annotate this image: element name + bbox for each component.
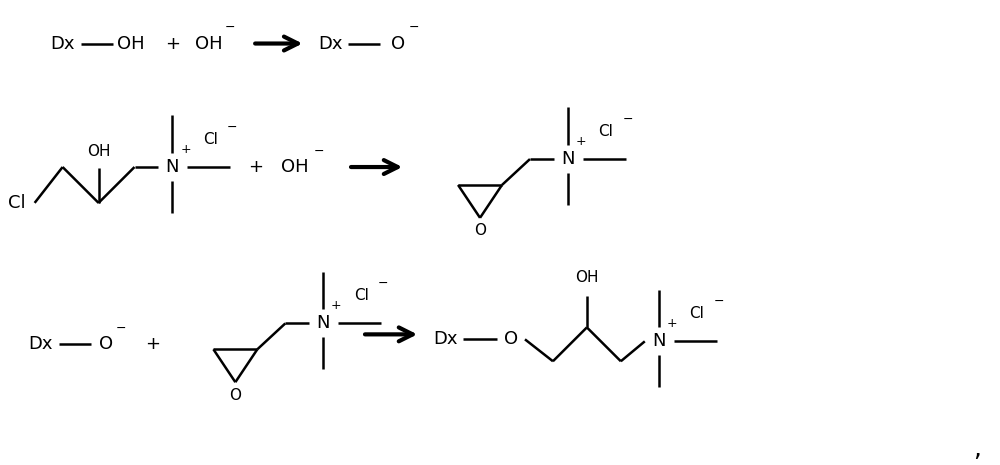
Text: O: O bbox=[99, 335, 114, 353]
Text: −: − bbox=[623, 113, 633, 126]
Text: ,: , bbox=[973, 437, 981, 461]
Text: −: − bbox=[713, 295, 724, 308]
Text: OH: OH bbox=[195, 34, 222, 53]
Text: Cl: Cl bbox=[689, 306, 704, 321]
Text: +: + bbox=[145, 335, 160, 353]
Text: OH: OH bbox=[87, 144, 110, 159]
Text: Dx: Dx bbox=[318, 34, 342, 53]
Text: N: N bbox=[316, 314, 330, 332]
Text: +: + bbox=[666, 317, 677, 330]
Text: O: O bbox=[229, 388, 241, 403]
Text: +: + bbox=[165, 34, 180, 53]
Text: +: + bbox=[180, 143, 191, 156]
Text: +: + bbox=[576, 135, 586, 147]
Text: O: O bbox=[474, 223, 486, 238]
Text: O: O bbox=[504, 330, 518, 348]
Text: N: N bbox=[561, 150, 575, 168]
Text: Dx: Dx bbox=[433, 330, 457, 348]
Text: Cl: Cl bbox=[8, 194, 25, 212]
Text: −: − bbox=[378, 277, 388, 290]
Text: Dx: Dx bbox=[28, 335, 53, 353]
Text: N: N bbox=[166, 158, 179, 176]
Text: −: − bbox=[314, 145, 325, 158]
Text: Dx: Dx bbox=[50, 34, 75, 53]
Text: OH: OH bbox=[281, 158, 309, 176]
Text: Cl: Cl bbox=[598, 124, 613, 139]
Text: +: + bbox=[248, 158, 263, 176]
Text: −: − bbox=[225, 21, 236, 34]
Text: OH: OH bbox=[117, 34, 144, 53]
Text: N: N bbox=[652, 332, 666, 350]
Text: Cl: Cl bbox=[203, 132, 218, 146]
Text: +: + bbox=[331, 299, 342, 312]
Text: −: − bbox=[227, 121, 238, 134]
Text: −: − bbox=[115, 322, 126, 335]
Text: OH: OH bbox=[575, 270, 599, 285]
Text: Cl: Cl bbox=[354, 288, 369, 303]
Text: −: − bbox=[409, 21, 419, 34]
Text: O: O bbox=[391, 34, 405, 53]
